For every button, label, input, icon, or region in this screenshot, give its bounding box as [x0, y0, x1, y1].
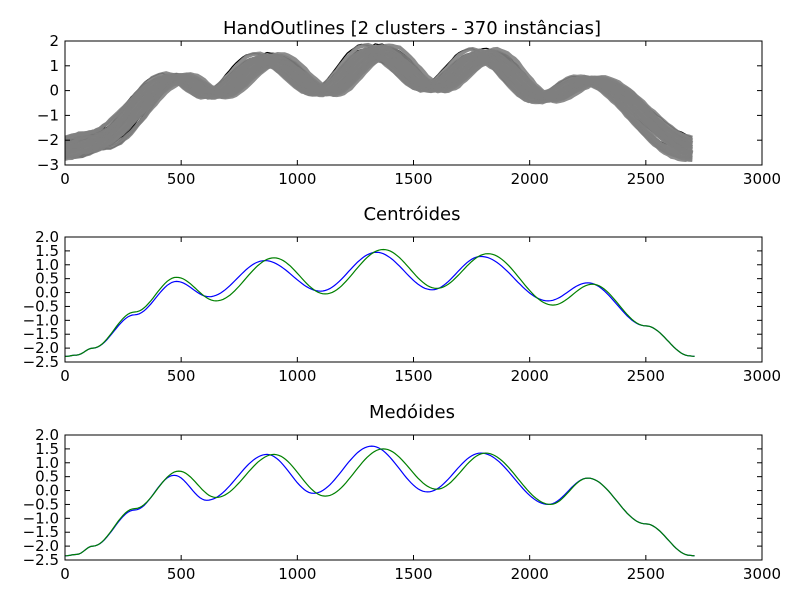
y-tick-label: 1.0 — [35, 454, 59, 472]
y-tick-label: 2 — [49, 32, 59, 50]
x-tick-label: 0 — [60, 170, 70, 188]
y-tick-label: −3 — [37, 156, 59, 174]
subplot-title: HandOutlines [2 clusters - 370 instância… — [223, 18, 601, 39]
y-tick-label: −2 — [37, 131, 59, 149]
x-tick-label: 3000 — [743, 170, 781, 188]
x-tick-label: 2500 — [627, 170, 665, 188]
instance-line — [65, 49, 693, 158]
y-tick-label: −1.0 — [23, 311, 59, 329]
subplot-medoides: Medóides 0 500 1000 1500 2000 2500 3000 −2.5−2.… — [23, 402, 782, 583]
x-tick-label: 500 — [167, 565, 196, 583]
y-tick-label: 0.5 — [35, 468, 59, 486]
x-tick-label: 2000 — [511, 565, 549, 583]
y-tick-label: −2.5 — [23, 353, 59, 371]
instance-line — [65, 48, 693, 162]
y-tick-label: 1 — [49, 57, 59, 75]
instance-line — [65, 47, 693, 159]
instance-line — [65, 52, 694, 156]
x-tick-label: 1000 — [278, 565, 316, 583]
plot-area — [65, 42, 694, 163]
x-tick-label: 500 — [167, 170, 196, 188]
x-tick-label: 2000 — [511, 367, 549, 385]
x-tick-label: 3000 — [743, 565, 781, 583]
axes: 0 500 1000 1500 2000 2500 3000 −2.5−2.0−1.5−1.0… — [23, 228, 782, 385]
instance-line — [65, 48, 693, 159]
y-tick-label: 2.0 — [35, 426, 59, 444]
y-tick-label: 0 — [49, 82, 59, 100]
y-tick-label: −0.5 — [23, 297, 59, 315]
y-tick-label: 1.5 — [35, 440, 59, 458]
instance-line — [65, 53, 693, 153]
plot-area — [65, 248, 695, 357]
y-tick-label: 1.5 — [35, 242, 59, 260]
subplot-title: Medóides — [369, 402, 455, 423]
x-tick-label: 3000 — [743, 367, 781, 385]
instance-line — [65, 48, 693, 160]
subplot-handoutlines: HandOutlines [2 clusters - 370 instância… — [37, 18, 781, 188]
instance-line — [65, 50, 693, 159]
y-tick-label: −2.0 — [23, 339, 59, 357]
y-tick-label: −2.0 — [23, 537, 59, 555]
y-tick-label: −2.5 — [23, 551, 59, 569]
y-tick-label: 0.5 — [35, 270, 59, 288]
x-tick-label: 1500 — [394, 565, 432, 583]
axes-frame — [64, 236, 763, 363]
x-tick-label: 2500 — [627, 565, 665, 583]
instance-line — [65, 47, 693, 160]
y-tick-label: −1.5 — [23, 523, 59, 541]
axes-frame — [64, 434, 763, 561]
series-line-2 — [65, 448, 695, 557]
series-line-1 — [65, 445, 695, 557]
x-tick-label: 500 — [167, 367, 196, 385]
instance-line — [65, 47, 693, 163]
subplot-centroides: Centróides 0 500 1000 1500 2000 2500 3000−2.5−… — [23, 204, 782, 385]
series-line-1 — [65, 251, 695, 357]
plot-area — [65, 445, 695, 557]
y-tick-label: −1 — [37, 106, 59, 124]
y-tick-label: 2.0 — [35, 228, 59, 246]
y-tick-label: −0.5 — [23, 495, 59, 513]
subplot-title: Centróides — [363, 204, 460, 225]
x-tick-label: 1000 — [278, 170, 316, 188]
axes: 0 500 1000 1500 2000 2500 3000 −3 −2 −1 0 1 2 — [37, 32, 781, 188]
instance-line — [65, 57, 693, 150]
x-tick-label: 1500 — [394, 170, 432, 188]
y-tick-label: 0.0 — [35, 482, 59, 500]
y-tick-label: −1.5 — [23, 325, 59, 343]
x-tick-label: 1500 — [394, 367, 432, 385]
axes: 0 500 1000 1500 2000 2500 3000 −2.5−2.0−1.5−1.0… — [23, 426, 782, 583]
x-tick-label: 2000 — [511, 170, 549, 188]
x-tick-label: 1000 — [278, 367, 316, 385]
y-tick-label: 0.0 — [35, 284, 59, 302]
y-tick-label: −1.0 — [23, 509, 59, 527]
x-tick-label: 2500 — [627, 367, 665, 385]
instance-line — [65, 54, 693, 141]
instance-line — [65, 48, 693, 148]
x-tick-label: 0 — [60, 565, 70, 583]
series-line-2 — [65, 248, 695, 357]
y-tick-label: 1.0 — [35, 256, 59, 274]
instance-line — [65, 49, 693, 158]
x-tick-label: 0 — [60, 367, 70, 385]
